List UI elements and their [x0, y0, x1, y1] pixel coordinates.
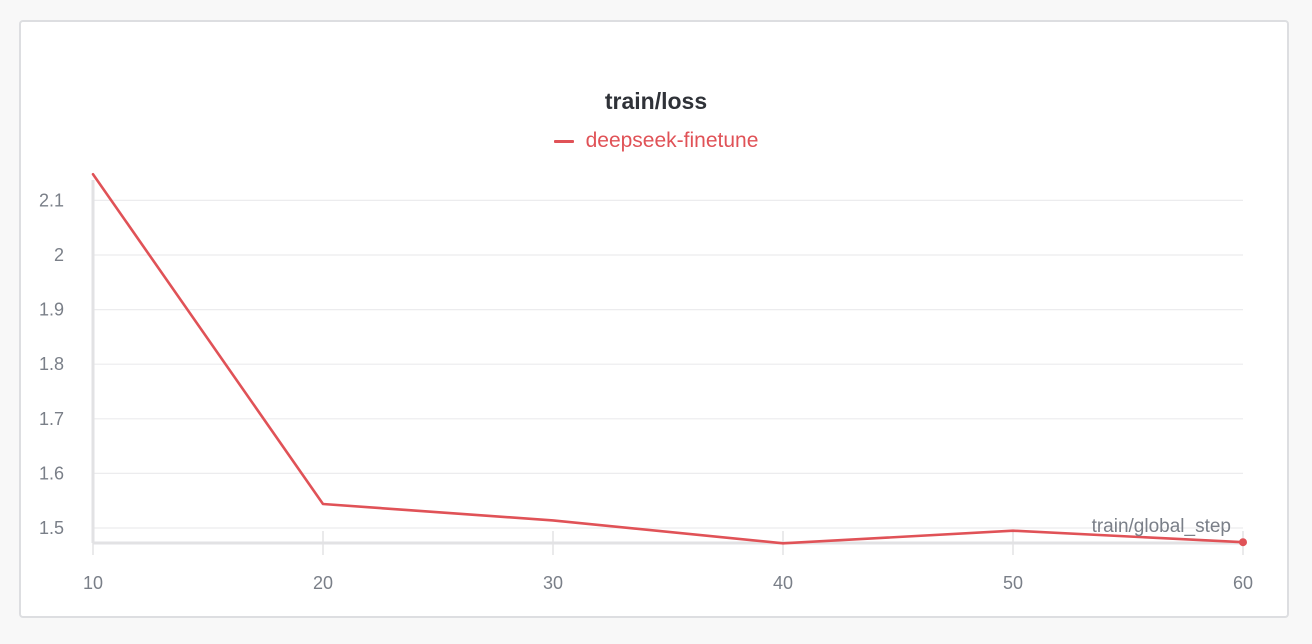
- legend[interactable]: deepseek-finetune: [0, 129, 1312, 153]
- y-tick-label: 2: [54, 245, 64, 265]
- y-tick-label: 1.7: [39, 409, 64, 429]
- data-point[interactable]: [780, 540, 786, 546]
- chart-panel: [19, 20, 1289, 618]
- data-point[interactable]: [1239, 538, 1247, 547]
- y-tick-label: 1.6: [39, 463, 64, 483]
- chart-title: train/loss: [604, 88, 708, 114]
- x-axis-title: train/global_step: [1092, 516, 1231, 537]
- y-tick-label: 1.8: [39, 354, 64, 374]
- y-tick-label: 1.5: [39, 518, 64, 538]
- data-point[interactable]: [90, 171, 96, 177]
- x-tick-label: 50: [1003, 573, 1023, 593]
- data-point[interactable]: [320, 501, 326, 507]
- legend-swatch: [553, 139, 574, 143]
- y-tick-label: 2.1: [39, 190, 64, 210]
- data-point[interactable]: [1010, 528, 1016, 534]
- x-tick-label: 40: [773, 573, 793, 593]
- x-tick-label: 60: [1233, 573, 1253, 593]
- x-tick-label: 10: [83, 573, 103, 593]
- legend-label: deepseek-finetune: [585, 129, 759, 152]
- y-tick-label: 1.9: [39, 300, 64, 320]
- x-tick-label: 20: [313, 573, 333, 593]
- data-point[interactable]: [550, 517, 556, 523]
- x-tick-label: 30: [543, 573, 563, 593]
- series-line-deepseek-finetune[interactable]: [91, 172, 1245, 545]
